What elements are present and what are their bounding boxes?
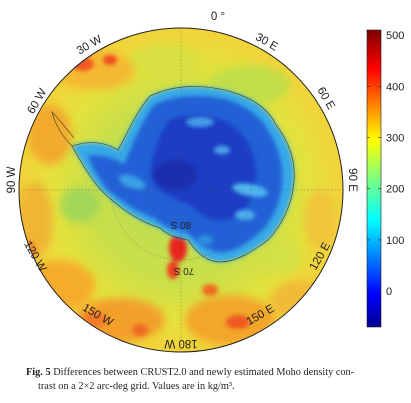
colorbar-gradient	[366, 29, 382, 328]
graticule	[19, 28, 343, 352]
colorbar-ticks: 0 100 200 300 400 500	[367, 30, 404, 298]
lat-label-70s: 70 S	[173, 265, 194, 276]
colorbar: 0 100 200 300 400 500	[366, 29, 404, 328]
lon-label-90e: 90 E	[346, 168, 358, 192]
lat-label-80s: 80 S	[170, 219, 191, 230]
colorbar-tick-label: 400	[386, 81, 404, 93]
latitude-labels: 80 S 70 S	[170, 219, 194, 276]
lon-label-180w: 180 W	[164, 337, 197, 349]
lon-label-0: 0 °	[211, 11, 225, 23]
colorbar-tick-label: 0	[386, 286, 392, 298]
caption-line-2: trast on a 2×2 arc-deg grid. Values are …	[38, 381, 235, 392]
figure-caption: Fig. 5 Differences between CRUST2.0 and …	[26, 366, 388, 394]
colorbar-tick-label: 500	[386, 30, 404, 42]
caption-line-1: Differences between CRUST2.0 and newly e…	[53, 367, 355, 378]
colorbar-tick-label: 100	[386, 235, 404, 247]
colorbar-tick-label: 300	[386, 133, 404, 145]
high-value-hotspots	[24, 55, 250, 336]
polar-map	[18, 27, 344, 353]
figure-label: Fig. 5	[26, 367, 51, 378]
antarctic-low-anomaly	[72, 86, 295, 262]
colorbar-tick-label: 200	[386, 184, 404, 196]
coastline	[51, 86, 295, 263]
moho-density-map-figure: 0 ° 30 E 60 E 90 E 120 E 150 E 180 W 150…	[6, 11, 404, 353]
lon-label-90w: 90 W	[6, 166, 18, 193]
